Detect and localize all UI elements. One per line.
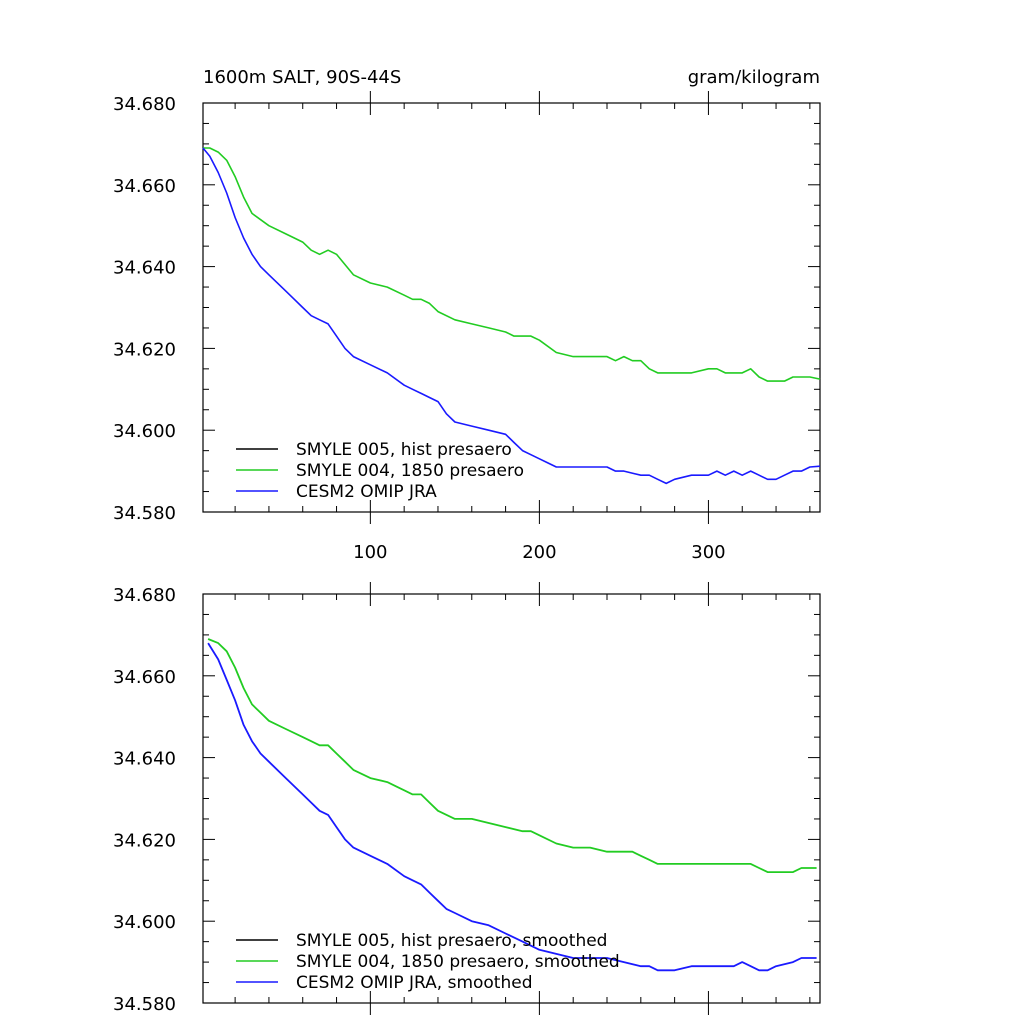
legend-label: SMYLE 004, 1850 presaero <box>296 461 524 481</box>
x-tick-label: 200 <box>522 542 556 563</box>
legend-label: CESM2 OMIP JRA <box>296 482 437 502</box>
bottom-panel: 34.580 34.600 34.620 34.640 34.660 34.680 SMYL… <box>113 582 821 1015</box>
y-tick-label: 34.620 <box>113 830 176 851</box>
y-tick-label: 34.600 <box>113 912 176 933</box>
series-line-2 <box>207 642 817 972</box>
series-line-2 <box>202 147 821 485</box>
y-tick-label: 34.680 <box>113 585 176 606</box>
legend-label: CESM2 OMIP JRA, smoothed <box>296 973 533 993</box>
series-line-1 <box>207 638 817 873</box>
title-left: 1600m SALT, 90S-44S <box>203 67 401 88</box>
y-tick-label: 34.640 <box>113 258 176 279</box>
y-tick-label: 34.660 <box>113 176 176 197</box>
y-tick-label: 34.680 <box>113 94 176 115</box>
series-line-1 <box>203 147 821 382</box>
y-tick-label: 34.660 <box>113 667 176 688</box>
top-panel: 34.580 34.600 34.620 34.640 34.660 34.680 100 2… <box>113 91 821 563</box>
x-tick-label: 300 <box>691 542 725 563</box>
title-right: gram/kilogram <box>688 67 820 88</box>
y-tick-label: 34.580 <box>113 994 176 1015</box>
x-tick-label: 100 <box>353 542 387 563</box>
legend-label: SMYLE 004, 1850 presaero, smoothed <box>296 952 620 972</box>
legend-label: SMYLE 005, hist presaero <box>296 440 512 460</box>
y-tick-label: 34.580 <box>113 503 176 524</box>
legend-label: SMYLE 005, hist presaero, smoothed <box>296 931 607 951</box>
y-tick-label: 34.600 <box>113 421 176 442</box>
y-tick-label: 34.620 <box>113 339 176 360</box>
y-tick-label: 34.640 <box>113 749 176 770</box>
